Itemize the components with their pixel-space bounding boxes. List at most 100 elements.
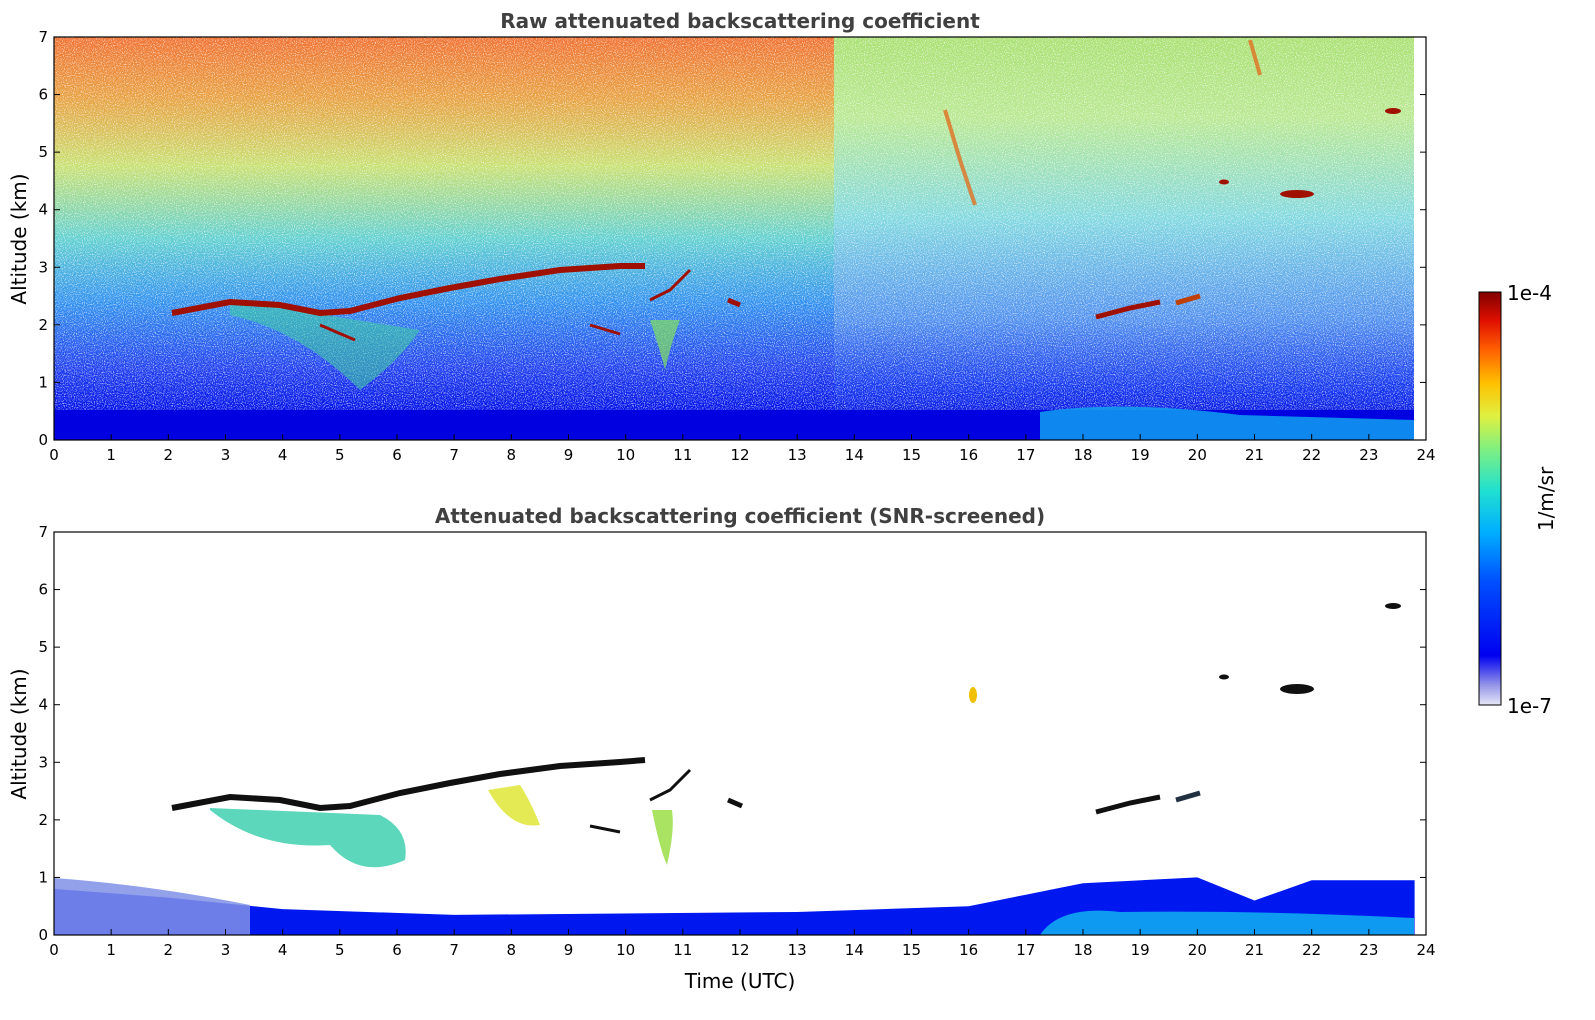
x-tick-label: 13 [788, 941, 807, 959]
screened-cloud-fragments [649, 768, 692, 802]
x-tick-label: 7 [449, 446, 459, 464]
raw-elevated-cloud-2 [1385, 108, 1401, 114]
screened-axis-ticks: 0 1 2 3 4 5 6 7 8 9 10 11 12 13 14 15 16 17 18 19 20 21 22 23 24… [38, 523, 1435, 959]
raw-axis-ticks: 0 1 2 3 4 5 6 7 8 9 10 11 12 13 14 15 16 17 18 19 20 21 22 23 24… [38, 28, 1435, 464]
screened-elevated-cloud-2 [1385, 603, 1401, 609]
x-tick-label: 16 [959, 446, 978, 464]
screened-plot-frame [53, 531, 1427, 936]
screened-panel-title: Attenuated backscattering coefficient (S… [435, 504, 1045, 528]
y-tick-label: 4 [38, 696, 48, 714]
colorbar-unit-label: 1/m/sr [1534, 466, 1558, 531]
boundary-layer-haze-left [54, 878, 250, 935]
raw-low-cloud-right-2 [1175, 293, 1201, 306]
x-tick-label: 14 [845, 446, 864, 464]
x-tick-label: 10 [616, 941, 635, 959]
y-tick-label: 1 [38, 868, 48, 886]
raw-y-axis-label: Altitude (km) [7, 173, 31, 304]
x-tick-label: 23 [1359, 446, 1378, 464]
y-tick-label: 3 [38, 753, 48, 771]
x-tick-label: 17 [1016, 941, 1035, 959]
raw-panel: Raw attenuated backscattering coefficien… [7, 9, 1436, 464]
x-tick-label: 8 [507, 941, 517, 959]
x-tick-label: 21 [1245, 941, 1264, 959]
x-tick-label: 7 [449, 941, 459, 959]
raw-cloud-fragments [649, 268, 692, 302]
x-tick-label: 18 [1073, 941, 1092, 959]
colorbar-max-label: 1e-4 [1507, 281, 1552, 305]
raw-low-cloud-right [1095, 299, 1161, 320]
raw-panel-title: Raw attenuated backscattering coefficien… [500, 9, 980, 33]
y-tick-label: 5 [38, 638, 48, 656]
screened-y-axis-label: Altitude (km) [7, 668, 31, 799]
x-tick-label: 18 [1073, 446, 1092, 464]
x-tick-label: 3 [221, 446, 231, 464]
screened-fallstreak [969, 687, 977, 703]
y-tick-label: 2 [38, 316, 48, 334]
x-tick-label: 11 [673, 446, 692, 464]
raw-noise-overlay [54, 37, 1414, 440]
raw-heatmap [54, 37, 1414, 440]
x-tick-label: 4 [278, 941, 288, 959]
raw-cloud-layer [171, 263, 645, 317]
y-tick-label: 6 [38, 581, 48, 599]
screened-low-cloud-right-2 [1175, 790, 1201, 803]
x-axis-label: Time (UTC) [684, 969, 796, 993]
y-tick-label: 0 [38, 926, 48, 944]
screened-elevated-cloud-3 [1219, 674, 1229, 680]
x-tick-label: 19 [1131, 941, 1150, 959]
x-tick-label: 24 [1416, 446, 1435, 464]
y-tick-label: 6 [38, 86, 48, 104]
x-tick-label: 2 [164, 446, 174, 464]
raw-elevated-cloud-1 [1280, 190, 1314, 198]
boundary-layer-aerosol-right [1040, 910, 1414, 935]
screened-low-cloud-right [1095, 794, 1161, 815]
raw-cloud-fragments-2 [727, 297, 741, 308]
x-tick-label: 14 [845, 941, 864, 959]
x-tick-label: 10 [616, 446, 635, 464]
x-tick-label: 0 [49, 446, 59, 464]
x-tick-label: 11 [673, 941, 692, 959]
x-tick-label: 1 [106, 446, 116, 464]
colorbar-gradient [1478, 291, 1502, 706]
y-tick-label: 0 [38, 431, 48, 449]
y-tick-label: 3 [38, 258, 48, 276]
x-tick-label: 23 [1359, 941, 1378, 959]
screened-panel: Attenuated backscattering coefficient (S… [7, 504, 1436, 993]
x-tick-label: 5 [335, 446, 345, 464]
screened-aerosol-plume [210, 808, 406, 868]
x-tick-label: 2 [164, 941, 174, 959]
raw-cloud-fragments-4 [319, 323, 356, 342]
x-tick-label: 12 [730, 941, 749, 959]
x-tick-label: 3 [221, 941, 231, 959]
x-tick-label: 9 [564, 941, 574, 959]
y-tick-label: 4 [38, 201, 48, 219]
x-tick-label: 19 [1131, 446, 1150, 464]
x-tick-label: 20 [1188, 446, 1207, 464]
colorbar-min-label: 1e-7 [1507, 694, 1552, 718]
screened-cloud-fragments-3 [589, 824, 621, 834]
raw-cloud-fragments-3 [589, 323, 621, 336]
x-tick-label: 6 [392, 446, 402, 464]
raw-aerosol-plume-2 [650, 320, 680, 370]
y-tick-label: 7 [38, 523, 48, 541]
y-tick-label: 2 [38, 811, 48, 829]
x-tick-label: 16 [959, 941, 978, 959]
x-tick-label: 15 [902, 446, 921, 464]
screened-cloud-fragments-2 [727, 797, 743, 809]
raw-aerosol-plume [230, 300, 420, 390]
x-tick-label: 0 [49, 941, 59, 959]
y-tick-label: 5 [38, 143, 48, 161]
x-tick-label: 22 [1302, 941, 1321, 959]
x-tick-label: 6 [392, 941, 402, 959]
x-tick-label: 12 [730, 446, 749, 464]
y-tick-label: 7 [38, 28, 48, 46]
screened-aerosol-plume-2 [488, 785, 540, 826]
x-tick-label: 21 [1245, 446, 1264, 464]
screened-cloud-layer [171, 757, 646, 812]
x-tick-label: 9 [564, 446, 574, 464]
x-tick-label: 22 [1302, 446, 1321, 464]
screened-aerosol-plume-3 [652, 810, 673, 865]
x-tick-label: 13 [788, 446, 807, 464]
x-tick-label: 8 [507, 446, 517, 464]
